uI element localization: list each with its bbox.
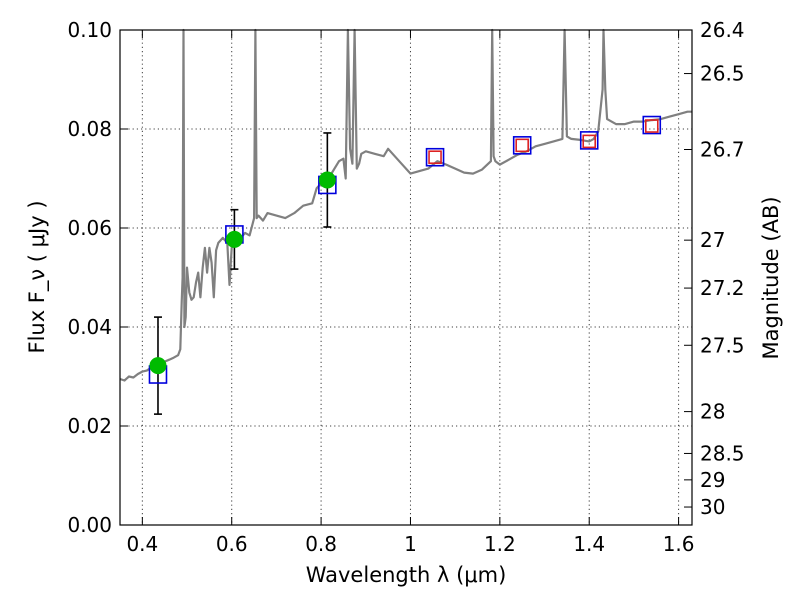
y-tick-label: 0.00 bbox=[67, 513, 112, 537]
observed-photometry-point bbox=[318, 171, 336, 189]
y-tick-label: 0.04 bbox=[67, 315, 112, 339]
predicted-flux-square bbox=[428, 150, 442, 165]
model-photometry-square bbox=[579, 131, 599, 150]
spectrum-series bbox=[119, 28, 692, 382]
predicted-flux-square bbox=[644, 119, 659, 133]
y2-tick-label: 28 bbox=[700, 400, 725, 424]
spectrum-line bbox=[119, 28, 692, 382]
model-photometry-square bbox=[512, 136, 532, 155]
x-tick-label: 0.6 bbox=[216, 532, 248, 556]
observed-photometry-point bbox=[225, 230, 243, 248]
y-axis-title: Flux F_ν ( μJy ) bbox=[25, 200, 50, 353]
y2-tick-label: 26.4 bbox=[700, 18, 745, 42]
y-tick-label: 0.06 bbox=[67, 216, 112, 240]
y2-axis-title: Magnitude (AB) bbox=[759, 196, 783, 359]
y-tick-label: 0.08 bbox=[67, 117, 112, 141]
observed-photometry-point bbox=[149, 357, 167, 375]
predicted-flux-square bbox=[515, 138, 529, 153]
y2-tick-label: 29 bbox=[700, 468, 725, 492]
y2-tick-label: 30 bbox=[700, 495, 725, 519]
x-tick-label: 0.8 bbox=[305, 532, 337, 556]
predicted-flux-square bbox=[582, 134, 597, 149]
y2-tick-label: 26.7 bbox=[700, 138, 745, 162]
y-tick-label: 0.10 bbox=[67, 18, 112, 42]
x-tick-label: 1.2 bbox=[484, 532, 516, 556]
model-photometry-square bbox=[642, 115, 662, 135]
plot-frame bbox=[119, 29, 693, 526]
photometry-points bbox=[148, 115, 662, 415]
axis-ticks: 0.4 0.6 0.8 1 1.2 1.4 1.6 0.00 0.02 0.04 0.06 0.08 0… bbox=[67, 18, 744, 556]
x-tick-label: 0.4 bbox=[126, 532, 158, 556]
x-axis-title: Wavelength λ (μm) bbox=[306, 563, 507, 587]
y2-tick-label: 26.5 bbox=[700, 62, 745, 86]
x-tick-label: 1.6 bbox=[663, 532, 695, 556]
y2-tick-label: 27.5 bbox=[700, 333, 745, 357]
y-tick-label: 0.02 bbox=[67, 414, 112, 438]
x-tick-label: 1 bbox=[404, 532, 417, 556]
y2-tick-label: 27 bbox=[700, 228, 725, 252]
y2-tick-label: 28.5 bbox=[700, 441, 745, 465]
x-tick-label: 1.4 bbox=[573, 532, 605, 556]
model-photometry-square bbox=[425, 147, 445, 167]
y2-tick-label: 27.2 bbox=[700, 276, 745, 300]
